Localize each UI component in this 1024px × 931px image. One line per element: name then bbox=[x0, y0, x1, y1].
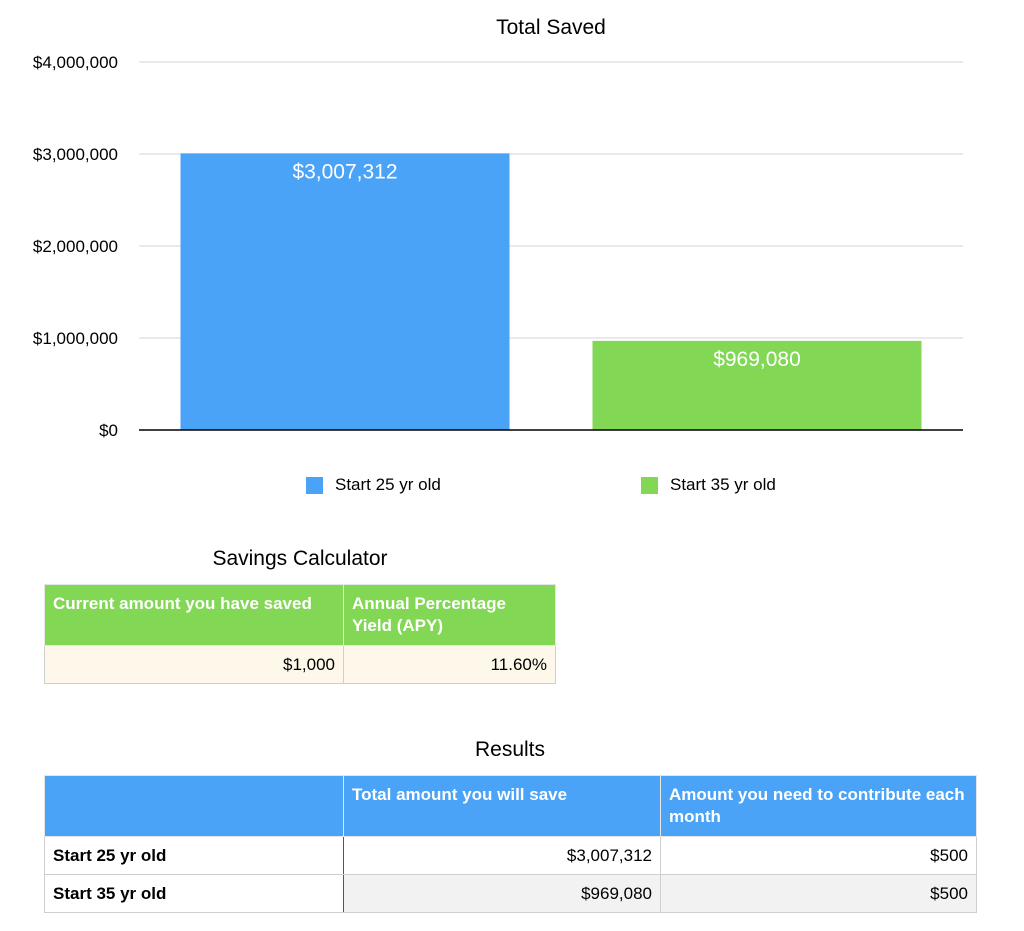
header-cell: Current amount you have saved bbox=[44, 584, 344, 646]
y-tick-label: $1,000,000 bbox=[33, 329, 118, 348]
bar bbox=[592, 340, 922, 430]
legend-swatch-blue bbox=[306, 476, 323, 494]
table-header-row: Total amount you will save Amount you ne… bbox=[44, 775, 977, 837]
table-row: Start 25 yr old $3,007,312 $500 bbox=[44, 836, 977, 875]
y-tick-label: $4,000,000 bbox=[33, 53, 118, 72]
legend-label: Start 25 yr old bbox=[335, 475, 441, 494]
monthly-contribution-cell: $500 bbox=[660, 874, 977, 913]
current-amount-cell[interactable]: $1,000 bbox=[44, 645, 344, 684]
row-label: Start 35 yr old bbox=[44, 874, 344, 913]
bar-chart: $0 $1,000,000 $2,000,000 $3,000,000 $4,000,0… bbox=[33, 53, 963, 440]
savings-calculator-table: Current amount you have saved Annual Per… bbox=[44, 584, 556, 684]
row-label: Start 25 yr old bbox=[44, 836, 344, 875]
data-label: $3,007,312 bbox=[292, 160, 397, 183]
bar bbox=[180, 153, 510, 430]
header-cell: Total amount you will save bbox=[343, 775, 661, 837]
legend-swatch-green bbox=[641, 476, 658, 494]
total-saved-cell: $969,080 bbox=[343, 874, 661, 913]
legend-item-start-25: Start 25 yr old bbox=[306, 474, 441, 496]
data-label: $969,080 bbox=[713, 348, 801, 371]
y-tick-label: $3,000,000 bbox=[33, 145, 118, 164]
table-header-row: Current amount you have saved Annual Per… bbox=[44, 584, 556, 646]
table-row: $1,000 11.60% bbox=[44, 645, 556, 684]
table-row: Start 35 yr old $969,080 $500 bbox=[44, 874, 977, 913]
header-cell bbox=[44, 775, 344, 837]
results-table: Total amount you will save Amount you ne… bbox=[44, 775, 977, 913]
legend-item-start-35: Start 35 yr old bbox=[641, 474, 776, 496]
y-tick-label: $2,000,000 bbox=[33, 237, 118, 256]
calculator-title: Savings Calculator bbox=[212, 547, 388, 570]
monthly-contribution-cell: $500 bbox=[660, 836, 977, 875]
chart-title: Total Saved bbox=[496, 16, 606, 39]
header-cell: Amount you need to contribute each month bbox=[660, 775, 977, 837]
legend-label: Start 35 yr old bbox=[670, 475, 776, 494]
header-cell: Annual Percentage Yield (APY) bbox=[343, 584, 556, 646]
total-saved-cell: $3,007,312 bbox=[343, 836, 661, 875]
apy-cell[interactable]: 11.60% bbox=[343, 645, 556, 684]
results-title: Results bbox=[474, 738, 546, 761]
y-tick-label: $0 bbox=[99, 421, 118, 440]
